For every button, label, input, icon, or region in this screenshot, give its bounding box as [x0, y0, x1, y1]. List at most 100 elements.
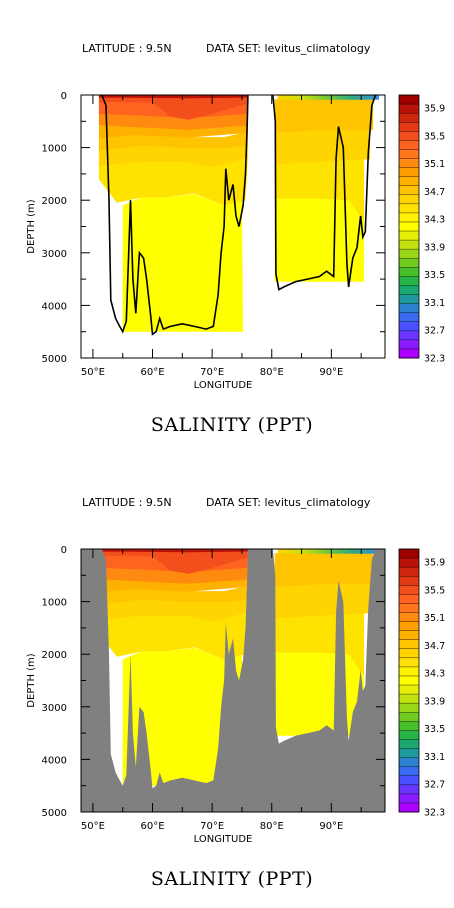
colorbar-swatch	[399, 675, 419, 686]
bathymetry-line-west	[101, 95, 249, 336]
salinity-region-west-5	[98, 113, 248, 130]
colorbar-label: 33.1	[424, 298, 445, 309]
salinity-region-west-6	[98, 555, 248, 574]
y-axis-label: DEPTH (m)	[26, 653, 37, 707]
colorbar-label: 33.9	[424, 696, 445, 707]
colorbar-swatch	[399, 339, 419, 350]
colorbar-swatch	[399, 185, 419, 196]
colorbar-swatch	[399, 140, 419, 150]
y-tick-label: 3000	[42, 249, 67, 260]
salinity-chart-bottom: LATITUDE : 9.5N DATA SET: levitus_climato…	[26, 496, 445, 890]
x-tick-label: 60°E	[141, 367, 165, 378]
x-tick-label: 50°E	[81, 367, 105, 378]
x-tick-label: 50°E	[81, 821, 105, 832]
salinity-region-west-1	[98, 155, 248, 206]
colorbar-label: 35.1	[424, 159, 445, 170]
colorbar-label: 33.5	[424, 724, 445, 735]
colorbar-swatch	[399, 240, 419, 250]
colorbar-swatch	[399, 748, 419, 758]
x-tick-label: 80°E	[260, 821, 284, 832]
x-tick-label: 70°E	[200, 367, 224, 378]
colorbar-label: 35.9	[424, 558, 445, 569]
colorbar-swatch	[399, 203, 419, 214]
salinity-region-east-1	[274, 158, 365, 223]
colorbar-swatch	[399, 131, 419, 141]
colorbar-label: 34.7	[424, 187, 445, 198]
colorbar-label: 33.9	[424, 242, 445, 253]
header-latitude: LATITUDE : 9.5N	[82, 42, 172, 55]
header-dataset: DATA SET: levitus_climatology	[206, 496, 371, 509]
salinity-region-west-0	[122, 193, 244, 332]
header-latitude: LATITUDE : 9.5N	[82, 496, 172, 509]
colorbar-swatch	[399, 630, 419, 641]
salinity-region-east-0	[274, 651, 365, 736]
x-axis-label: LONGITUDE	[194, 834, 253, 845]
y-tick-label: 1000	[42, 144, 67, 155]
colorbar-swatch	[399, 330, 419, 341]
salinity-region-west-7	[98, 551, 248, 574]
y-axis: 0 1000 2000 3000 4000 5000	[42, 91, 385, 365]
y-tick-label: 0	[61, 545, 67, 556]
x-axis: 50°E 60°E 70°E 80°E 90°E	[81, 549, 362, 832]
colorbar-swatch	[399, 221, 419, 232]
colorbar-label: 34.3	[424, 215, 445, 226]
salinity-region-west-2	[98, 145, 248, 168]
colorbar-label: 35.5	[424, 131, 445, 142]
salinity-region-west-3	[98, 131, 248, 151]
colorbar-label: 32.3	[424, 354, 445, 365]
colorbar-label: 32.3	[424, 808, 445, 819]
salinity-region-west-3	[98, 585, 248, 605]
y-tick-label: 2000	[42, 650, 67, 661]
colorbar-swatch	[399, 122, 419, 132]
colorbar-swatch	[399, 585, 419, 595]
colorbar-swatch	[399, 739, 419, 749]
colorbar-swatch	[399, 113, 419, 123]
salinity-region-west-1	[98, 609, 248, 660]
surface-fresh-layer	[277, 549, 380, 554]
colorbar-swatch	[399, 249, 419, 259]
colorbar-label: 34.3	[424, 669, 445, 680]
y-axis-label: DEPTH (m)	[26, 199, 37, 253]
x-axis: 50°E 60°E 70°E 80°E 90°E	[81, 95, 362, 378]
y-axis: 0 1000 2000 3000 4000 5000	[42, 545, 385, 819]
colorbar-swatch	[399, 721, 419, 731]
colorbar-swatch	[399, 294, 419, 304]
colorbar-swatch	[399, 793, 419, 804]
colorbar: 35.9 35.5 35.1 34.7 34.3 33.9 33.5 33.1 32.7 32.3	[398, 94, 445, 365]
colorbar-swatch	[399, 657, 419, 668]
colorbar-swatch	[399, 267, 419, 277]
y-tick-label: 1000	[42, 598, 67, 609]
chart-title: SALINITY (PPT)	[151, 414, 313, 436]
x-axis-label: LONGITUDE	[194, 380, 253, 391]
colorbar-swatch	[399, 685, 419, 695]
colorbar-swatch	[399, 775, 419, 786]
colorbar-swatch	[399, 231, 419, 241]
colorbar-swatch	[399, 648, 419, 659]
colorbar-swatch	[399, 576, 419, 586]
salinity-region-west-2	[98, 599, 248, 622]
y-tick-label: 2000	[42, 196, 67, 207]
y-tick-label: 3000	[42, 703, 67, 714]
colorbar-swatch	[399, 694, 419, 704]
land-mask	[81, 549, 385, 812]
colorbar-label: 35.1	[424, 613, 445, 624]
colorbar-swatch	[399, 612, 419, 622]
colorbar-label: 34.7	[424, 641, 445, 652]
colorbar-swatch	[399, 321, 419, 332]
colorbar-swatch	[399, 176, 419, 187]
salinity-region-east-0	[274, 197, 365, 282]
colorbar-swatch	[399, 712, 419, 722]
surface-fresh-layer	[277, 95, 380, 100]
y-tick-label: 4000	[42, 301, 67, 312]
salinity-region-east-3	[274, 99, 374, 133]
x-tick-label: 60°E	[141, 821, 165, 832]
colorbar-swatch	[399, 639, 419, 650]
salinity-field	[81, 549, 385, 812]
colorbar-swatch	[399, 158, 419, 168]
colorbar-swatch	[399, 730, 419, 740]
x-tick-label: 90°E	[319, 821, 343, 832]
salinity-region-east-2	[274, 583, 371, 619]
colorbar-swatch	[399, 149, 419, 159]
colorbar-label: 32.7	[424, 326, 445, 337]
chart-title: SALINITY (PPT)	[151, 868, 313, 890]
